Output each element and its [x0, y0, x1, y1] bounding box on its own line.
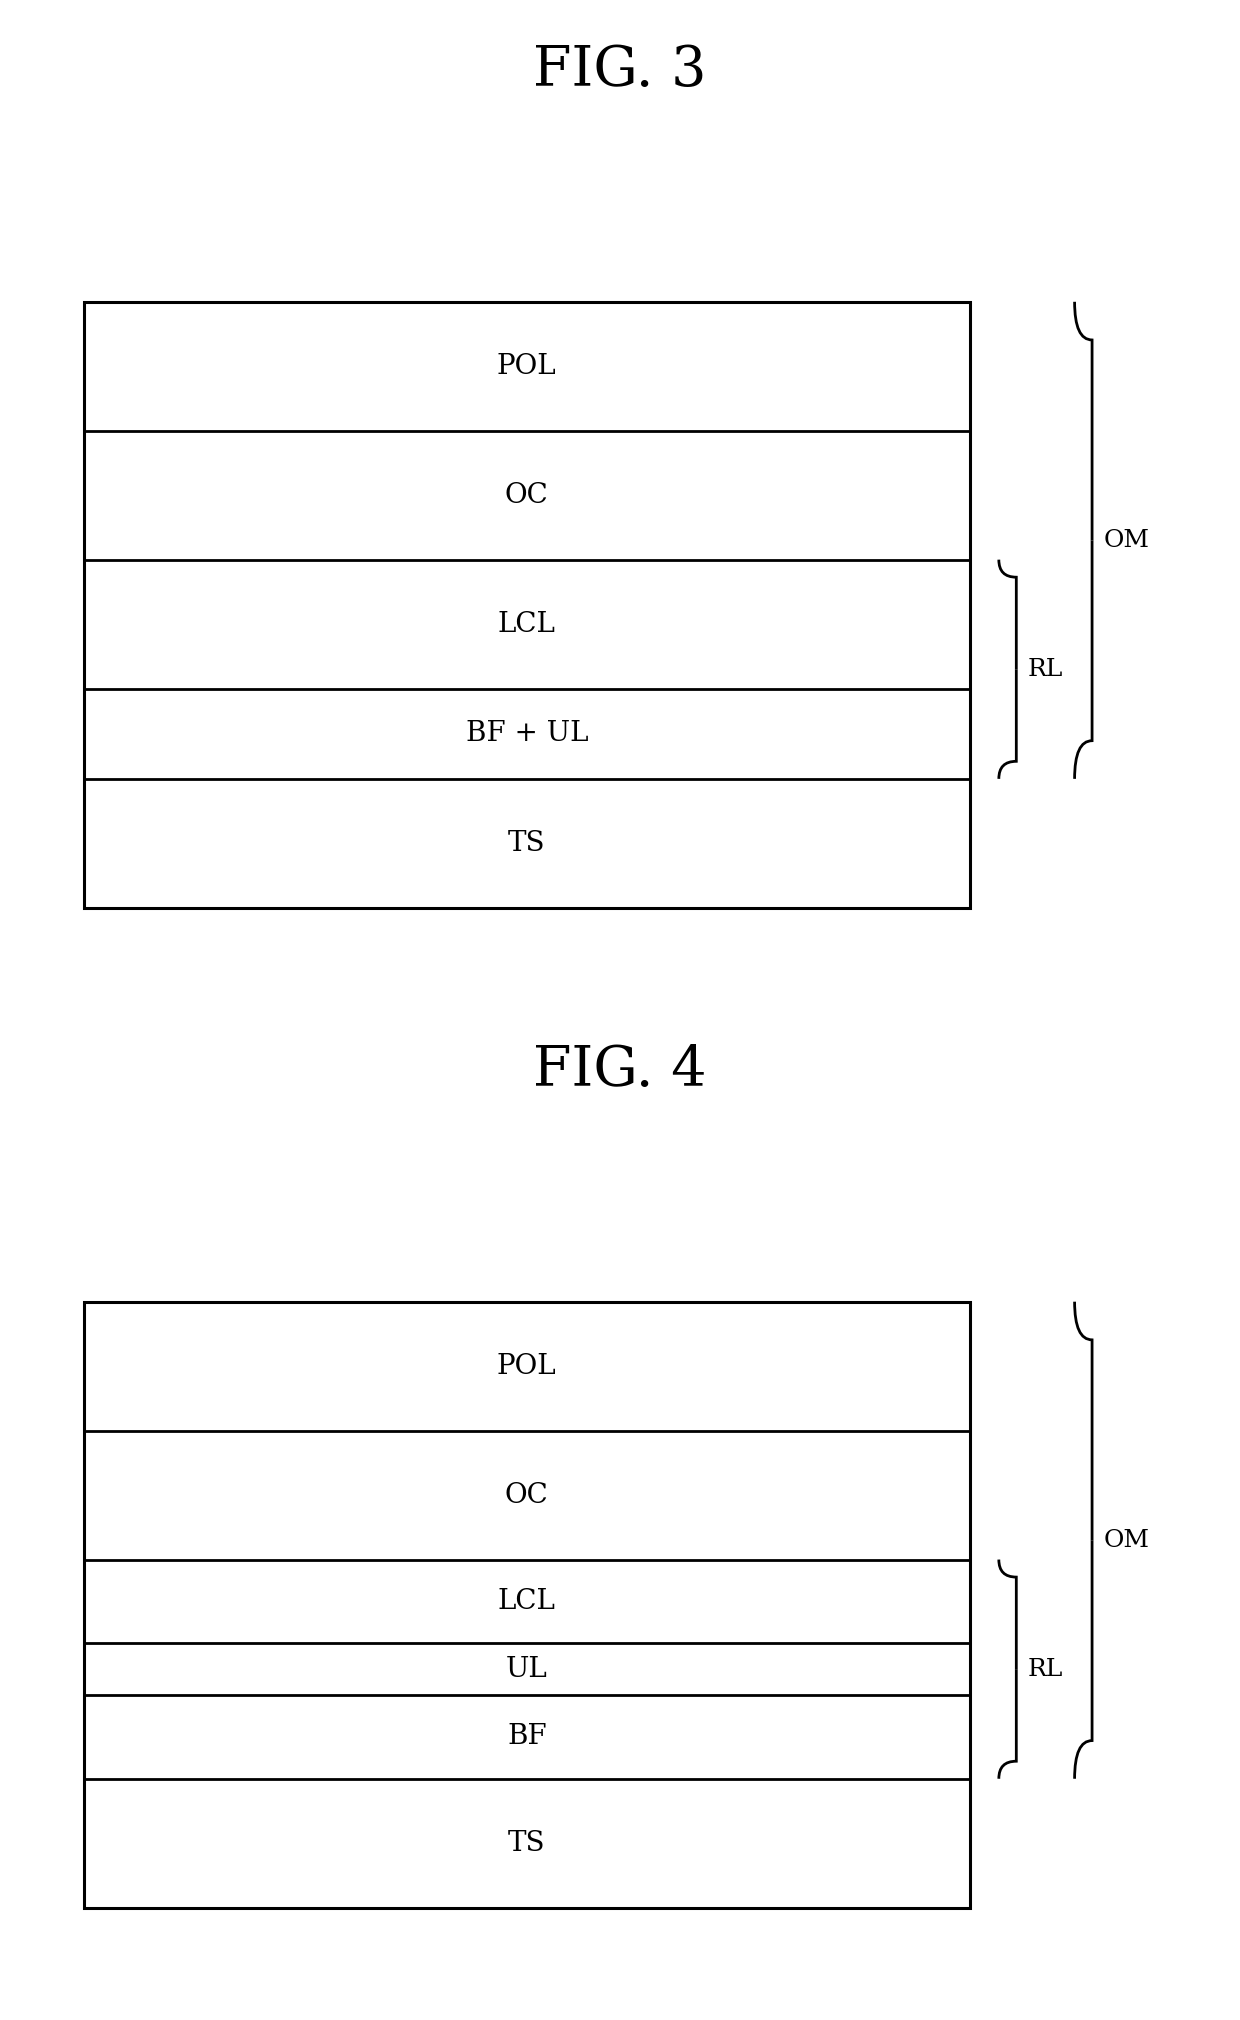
Bar — [84, 1301, 970, 1907]
Text: RL: RL — [1028, 1658, 1064, 1681]
Text: OC: OC — [505, 1481, 548, 1509]
Text: BF + UL: BF + UL — [465, 721, 588, 747]
Text: OC: OC — [505, 481, 548, 509]
Text: LCL: LCL — [497, 610, 556, 638]
Text: TS: TS — [508, 1830, 546, 1856]
Text: FIG. 4: FIG. 4 — [533, 1042, 707, 1097]
Text: FIG. 3: FIG. 3 — [533, 42, 707, 97]
Text: POL: POL — [497, 354, 557, 380]
Text: BF: BF — [507, 1723, 547, 1751]
Bar — [84, 301, 970, 907]
Text: LCL: LCL — [497, 1588, 556, 1614]
Text: RL: RL — [1028, 659, 1064, 681]
Text: OM: OM — [1104, 529, 1149, 551]
Text: TS: TS — [508, 830, 546, 856]
Text: UL: UL — [506, 1656, 548, 1683]
Text: POL: POL — [497, 1353, 557, 1380]
Text: OM: OM — [1104, 1529, 1149, 1551]
